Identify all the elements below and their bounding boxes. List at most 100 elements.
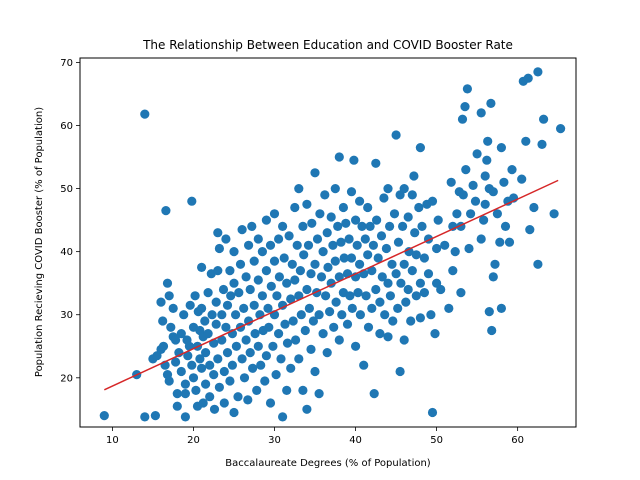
data-point [460, 102, 470, 112]
data-point [456, 288, 466, 298]
data-point [466, 209, 476, 219]
data-point [229, 407, 239, 418]
data-point [256, 360, 266, 370]
data-point [235, 259, 246, 269]
data-point [185, 300, 195, 310]
data-point [296, 310, 306, 320]
data-point [286, 294, 296, 304]
data-point [231, 341, 241, 351]
data-point [214, 382, 224, 392]
y-tick-label: 20 [60, 373, 73, 384]
data-point [272, 291, 282, 301]
data-point [330, 256, 340, 266]
trendline [103, 179, 559, 391]
data-point [183, 351, 193, 361]
data-point [239, 303, 249, 313]
data-point [383, 278, 393, 288]
data-point [525, 225, 535, 235]
data-point [417, 221, 427, 231]
data-point [180, 389, 190, 399]
data-point [414, 202, 424, 213]
data-point [373, 253, 383, 263]
data-point [308, 316, 318, 326]
data-point [395, 366, 405, 377]
data-point [249, 256, 259, 266]
data-point [221, 234, 231, 244]
data-point [214, 243, 224, 254]
data-point [320, 190, 330, 200]
data-point [415, 278, 425, 288]
data-point [411, 250, 421, 260]
data-point [383, 184, 393, 194]
data-point [357, 221, 367, 231]
data-point [476, 108, 486, 118]
data-point [274, 234, 284, 244]
data-point [158, 316, 168, 326]
data-point [227, 360, 237, 370]
data-point [180, 412, 190, 422]
data-point [359, 360, 369, 370]
data-point [184, 341, 194, 351]
y-axis-label: Population Recieving COVID Booster (% of… [34, 107, 45, 377]
data-point [234, 288, 244, 298]
data-point [401, 297, 411, 307]
data-point [430, 329, 440, 339]
data-point [257, 291, 267, 301]
data-point [365, 221, 375, 231]
data-point [444, 303, 454, 313]
data-point [176, 366, 186, 377]
data-point [517, 174, 527, 184]
data-point [266, 281, 276, 291]
data-point [150, 411, 160, 421]
y-axis-ticks: 20 30 40 50 60 70 [60, 58, 80, 384]
data-point [205, 392, 215, 402]
data-point [310, 366, 320, 377]
data-point [231, 310, 241, 320]
data-point [221, 322, 231, 332]
data-point [241, 272, 251, 282]
data-point [237, 225, 247, 235]
data-point [410, 228, 420, 238]
data-point [432, 243, 442, 254]
data-point [158, 341, 169, 351]
data-point [396, 278, 406, 288]
x-axis-ticks: 10 20 30 40 50 60 [106, 427, 524, 446]
data-point [403, 284, 413, 295]
data-point [164, 376, 174, 386]
data-point [399, 184, 409, 194]
data-point [166, 322, 176, 332]
data-point [322, 228, 332, 238]
data-point [217, 310, 227, 320]
data-point [419, 253, 429, 263]
data-point [264, 322, 274, 332]
data-point [369, 389, 379, 399]
data-point [495, 237, 505, 247]
data-point [338, 202, 348, 213]
data-point [328, 240, 338, 250]
data-point [171, 335, 181, 345]
data-point [213, 354, 223, 364]
data-point [399, 335, 409, 345]
data-point [488, 187, 498, 197]
x-tick-label: 40 [349, 435, 362, 446]
data-point [269, 256, 280, 266]
data-point [314, 310, 324, 320]
data-point [507, 165, 517, 175]
data-point [287, 259, 297, 269]
data-point [288, 316, 298, 326]
data-point [423, 269, 434, 279]
data-point [279, 253, 289, 263]
data-point [398, 221, 408, 231]
data-point [294, 291, 304, 301]
data-point [225, 376, 235, 386]
trendline-group [103, 179, 559, 391]
data-point [349, 155, 359, 165]
data-point [213, 228, 223, 238]
data-point [436, 284, 446, 295]
data-point [211, 297, 221, 307]
data-point [403, 212, 413, 222]
data-point [303, 240, 314, 250]
data-point [302, 284, 312, 295]
data-point [247, 221, 257, 231]
data-point [380, 310, 390, 320]
